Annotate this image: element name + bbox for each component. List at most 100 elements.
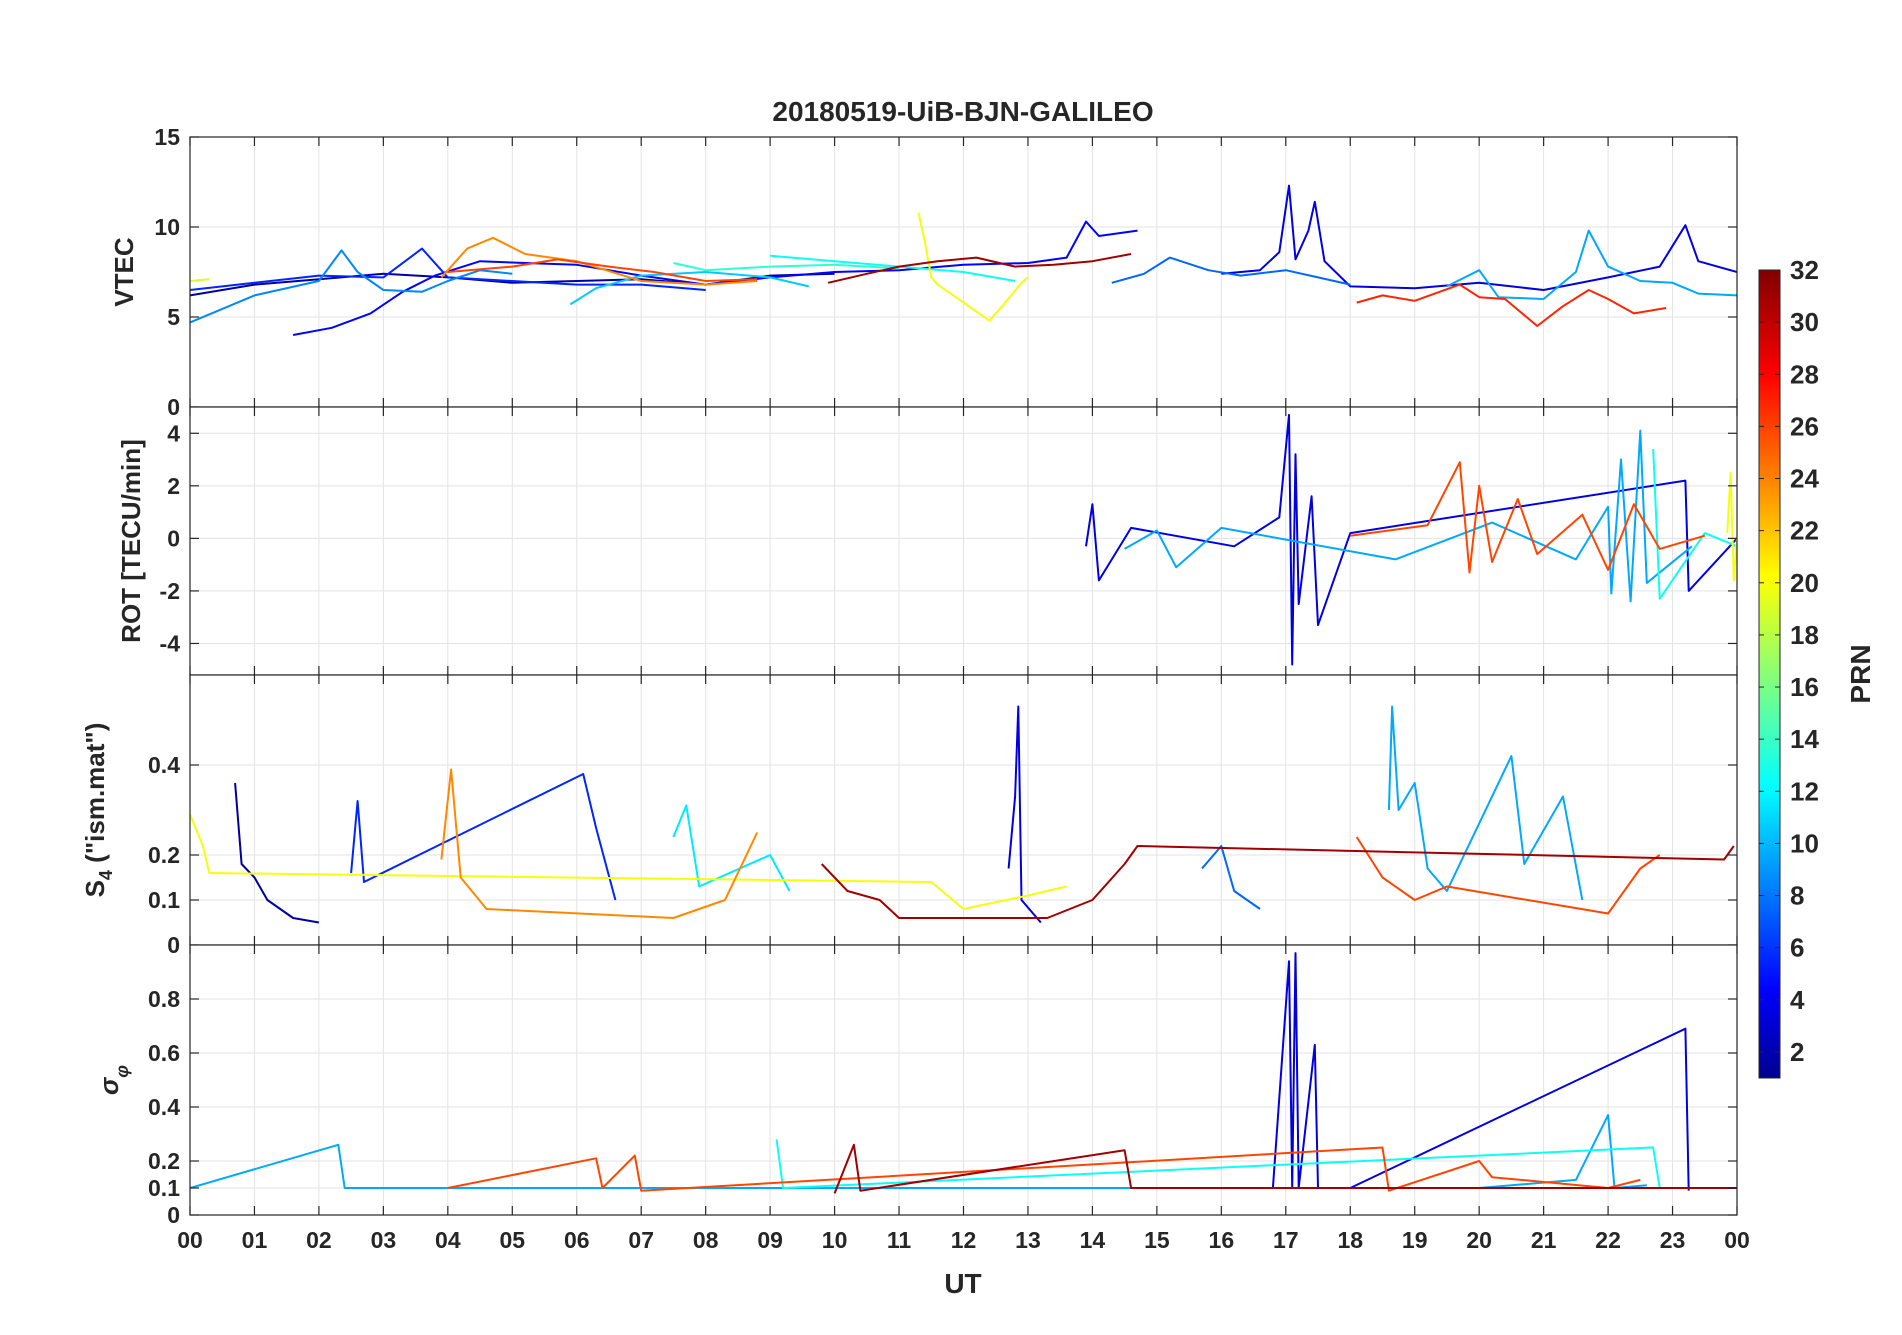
y-tick-label: 0.4 — [148, 1094, 180, 1120]
x-tick-label: 14 — [1080, 1227, 1106, 1253]
y-tick-label: 0.2 — [148, 1148, 180, 1174]
series-line-prn-24 — [440, 768, 759, 919]
x-tick-label: 18 — [1337, 1227, 1363, 1253]
x-tick-label: 00 — [1724, 1227, 1750, 1253]
y-axis-label-s4: S4 ("ism.mat") — [80, 723, 116, 898]
x-tick-label: 05 — [499, 1227, 525, 1253]
series-line-prn-26 — [1350, 461, 1706, 574]
series-line-prn-26 — [447, 258, 758, 282]
x-tick-label: 17 — [1273, 1227, 1299, 1253]
panel-vtec: 0 5 10 15 — [154, 124, 1738, 420]
x-tick-label: 10 — [822, 1227, 848, 1253]
series-line-prn-10 — [1446, 229, 1737, 300]
y-tick-label: -4 — [160, 630, 181, 656]
panel-sigma-phi: 00.10.2 0.4 0.6 0.8 00 01 02 03 04 05 06 07 08 09 10 11… — [148, 944, 1750, 1253]
colorbar-tick-label: 28 — [1790, 359, 1819, 389]
x-tick-label: 04 — [435, 1227, 461, 1253]
series-line-prn-26 — [447, 1146, 1641, 1192]
x-tick-label: 00 — [177, 1227, 203, 1253]
colorbar-tick-label: 10 — [1790, 828, 1819, 858]
x-tick-label: 02 — [306, 1227, 332, 1253]
colorbar-tick-label: 24 — [1790, 464, 1819, 494]
panel-rot: -4 -2 0 2 4 — [160, 406, 1738, 676]
y-axis-label-vtec: VTEC — [109, 237, 139, 307]
series-line-prn-4 — [1007, 705, 1042, 924]
x-tick-label: 19 — [1402, 1227, 1428, 1253]
y-tick-label: 10 — [154, 214, 180, 240]
colorbar-tick-label: 26 — [1790, 411, 1819, 441]
series-line-prn-10 — [1387, 705, 1584, 901]
colorbar-tick-label: 14 — [1790, 724, 1819, 754]
series-line-prn-2 — [234, 782, 320, 924]
x-tick-label: 13 — [1015, 1227, 1041, 1253]
x-tick-label: 16 — [1209, 1227, 1235, 1253]
colorbar-tick-label: 30 — [1790, 307, 1819, 337]
series-line-prn-4 — [1271, 952, 1690, 1191]
series-line-prn-13 — [775, 1139, 1661, 1189]
colorbar-tick-label: 18 — [1790, 620, 1819, 650]
series-group — [190, 184, 1737, 336]
y-tick-label: 15 — [154, 124, 180, 150]
y-tick-label: 0.1 — [148, 887, 180, 913]
series-group — [190, 952, 1737, 1194]
y-axis-label-sigma-phi: σφ — [94, 1065, 132, 1095]
y-tick-label: 4 — [167, 420, 180, 446]
series-line-prn-4 — [1221, 184, 1737, 291]
y-tick-label: 0 — [167, 932, 180, 958]
series-line-prn-31 — [820, 845, 1735, 919]
y-tick-label: 0.2 — [148, 842, 180, 868]
x-tick-label: 03 — [371, 1227, 397, 1253]
x-tick-label: 22 — [1595, 1227, 1621, 1253]
x-tick-label: 07 — [628, 1227, 654, 1253]
series-group — [1085, 413, 1737, 666]
y-tick-label: 0.6 — [148, 1040, 180, 1066]
y-tick-label: -2 — [160, 578, 180, 604]
series-line-prn-8 — [1111, 256, 1351, 286]
series-line-prn-31 — [833, 1143, 1737, 1194]
x-tick-label: 01 — [242, 1227, 268, 1253]
panel-s4: 0 0.1 0.2 0.4 — [148, 674, 1738, 958]
colorbar-gradient — [1758, 269, 1781, 1079]
series-line-prn-20 — [1726, 471, 1737, 582]
y-axis-label-rot: ROT [TECU/min] — [116, 439, 146, 643]
series-line-prn-20 — [917, 212, 1029, 322]
series-line-prn-20 — [190, 814, 1067, 910]
y-tick-label: 0 — [167, 394, 180, 420]
series-line-prn-4 — [1085, 413, 1737, 666]
series-line-prn-14 — [673, 262, 900, 272]
x-tick-label: 09 — [757, 1227, 783, 1253]
y-tick-label: 2 — [167, 473, 180, 499]
x-tick-label: 11 — [887, 1227, 912, 1253]
x-tick-label: 12 — [951, 1227, 977, 1253]
x-tick-label: 23 — [1660, 1227, 1686, 1253]
x-tick-label: 21 — [1531, 1227, 1557, 1253]
colorbar-tick-label: 6 — [1790, 933, 1804, 963]
x-tick-label: 15 — [1144, 1227, 1170, 1253]
x-axis-label: UT — [944, 1268, 981, 1299]
x-tick-label: 08 — [693, 1227, 719, 1253]
series-line-prn-8 — [1201, 845, 1261, 910]
series-group — [190, 705, 1735, 924]
series-line-prn-31 — [827, 253, 1132, 284]
series-line-prn-6 — [350, 773, 617, 901]
colorbar-tick-label: 20 — [1790, 568, 1819, 598]
colorbar-tick-label: 2 — [1790, 1037, 1804, 1067]
series-line-prn-13 — [1652, 448, 1737, 600]
colorbar-tick-label: 12 — [1790, 776, 1819, 806]
y-tick-label: 0.1 — [148, 1175, 180, 1201]
series-line-prn-9 — [190, 249, 513, 324]
series-line-prn-26 — [1355, 836, 1661, 915]
x-tick-label: 06 — [564, 1227, 590, 1253]
colorbar-label: PRN — [1845, 644, 1876, 703]
chart-title: 20180519-UiB-BJN-GALILEO — [772, 96, 1153, 127]
series-line-prn-24 — [440, 236, 758, 286]
y-tick-label: 0.4 — [148, 752, 180, 778]
x-tick-label: 20 — [1466, 1227, 1492, 1253]
colorbar-tick-label: 8 — [1790, 881, 1804, 911]
y-tick-label: 5 — [167, 304, 180, 330]
colorbar-tick-label: 4 — [1790, 985, 1805, 1015]
series-line-prn-11 — [569, 271, 810, 306]
